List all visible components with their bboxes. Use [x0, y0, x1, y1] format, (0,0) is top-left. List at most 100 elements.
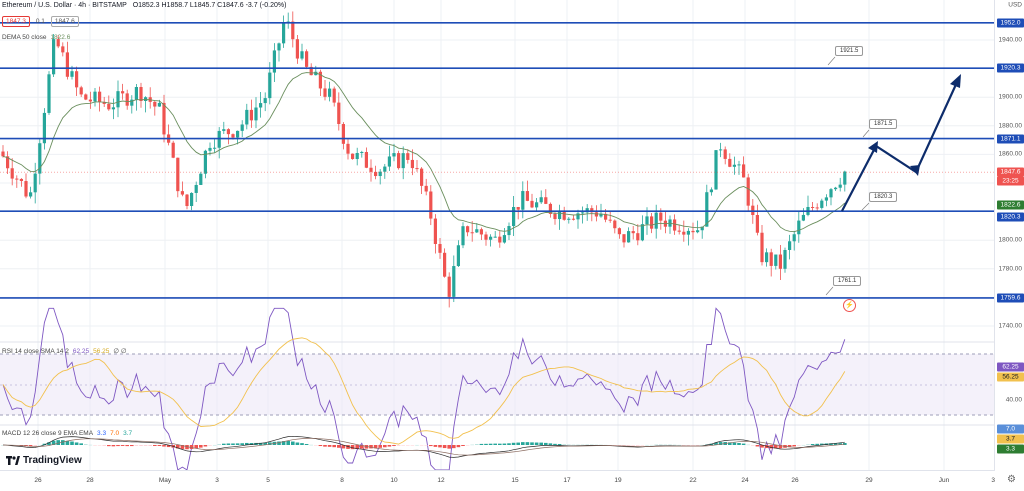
candle-body	[705, 192, 709, 227]
rsi-legend[interactable]: RSI 14 close SMA 14 2 62.25 56.25 ∅ ∅	[2, 347, 127, 355]
candle-body	[125, 93, 129, 106]
candle-body	[387, 156, 391, 167]
level-tag-1759[interactable]: 1759.6	[997, 293, 1024, 303]
price-tick[interactable]: 1900.00	[998, 93, 1023, 101]
candle-body	[61, 46, 65, 53]
time-tick: 5	[266, 477, 270, 484]
macd-histogram-bar	[599, 444, 603, 446]
candle-body	[157, 102, 161, 107]
candle-body	[1, 151, 5, 157]
candle-body	[640, 224, 644, 241]
candle-body	[52, 39, 56, 75]
macd-histogram-bar	[530, 442, 534, 445]
symbol-title[interactable]: Ethereum / U.S. Dollar · 4h · BITSTAMP	[2, 2, 127, 9]
macd-histogram-bar	[240, 443, 244, 445]
rsi-legend-extra: ∅ ∅	[113, 348, 127, 355]
macd-histogram-bar	[691, 445, 695, 446]
candle-body	[778, 254, 782, 269]
price-tick[interactable]: 1940.00	[998, 36, 1023, 44]
macd-histogram-bar	[203, 445, 208, 447]
price-tick[interactable]: 1740.00	[998, 322, 1023, 330]
macd-histogram-bar	[332, 445, 336, 448]
macd-histogram-bar	[562, 444, 566, 445]
alarm-icon[interactable]: ⚡	[843, 299, 856, 312]
callout-1921[interactable]: 1921.5	[835, 46, 864, 56]
rsi-tick-40[interactable]: 40.00	[1005, 396, 1022, 404]
macd-histogram-bar	[245, 442, 249, 445]
candle-body	[650, 216, 654, 229]
macd-legend-v1: 3.3	[97, 430, 107, 437]
bid-price-box[interactable]: 1847.3	[2, 16, 30, 27]
price-tick[interactable]: 1800.00	[998, 236, 1023, 244]
level-tag-1820[interactable]: 1820.3	[997, 212, 1024, 222]
dema-tag[interactable]: 1822.6	[997, 200, 1024, 210]
chart-area[interactable]: Ethereum / U.S. Dollar · 4h · BITSTAMP O…	[0, 0, 995, 470]
rsi-legend-value: 62.25	[72, 348, 90, 355]
dema-legend[interactable]: DEMA 50 close 1822.6	[2, 34, 70, 41]
macd-histogram-bar	[286, 440, 290, 445]
macd-tag-3[interactable]: 3.3	[997, 444, 1024, 454]
macd-histogram-bar	[369, 445, 373, 449]
rsi-sma-tag[interactable]: 56.25	[997, 372, 1024, 382]
macd-histogram-bar	[838, 443, 842, 445]
time-axis[interactable]: 26 28 May 3 5 8 10 12 15 17 19 22 24 26 29 Jun 3	[0, 470, 995, 491]
price-tick[interactable]: 1880.00	[998, 122, 1023, 130]
macd-histogram-bar	[521, 442, 525, 445]
candle-body	[378, 171, 382, 177]
last-price-tag[interactable]: 1847.6	[997, 167, 1024, 177]
macd-histogram-bar	[567, 444, 571, 446]
macd-histogram-bar	[130, 445, 134, 447]
macd-histogram-bar	[493, 443, 497, 445]
macd-histogram-bar	[636, 445, 640, 446]
level-tag-top[interactable]: 1952.0	[997, 18, 1024, 28]
macd-histogram-bar	[663, 444, 668, 446]
macd-tag-1[interactable]: 7.0	[997, 424, 1024, 434]
candle-body	[401, 153, 405, 169]
time-tick: 29	[865, 477, 873, 484]
price-tick[interactable]: 1860.00	[998, 150, 1023, 158]
rsi-line	[2, 307, 846, 470]
macd-tag-2[interactable]: 3.7	[997, 434, 1024, 444]
candle-body	[410, 159, 414, 169]
level-tag-1920[interactable]: 1920.3	[997, 63, 1024, 73]
macd-histogram-bar	[613, 445, 617, 446]
candle-body	[820, 200, 824, 208]
candle-body	[346, 143, 350, 154]
candle-body	[24, 181, 28, 197]
candle-body	[254, 107, 258, 121]
time-tick: 12	[437, 477, 445, 484]
macd-histogram-bar	[231, 443, 235, 445]
macd-histogram-bar	[139, 445, 143, 446]
macd-histogram-bar	[281, 441, 286, 445]
macd-histogram-bar	[484, 443, 488, 445]
callout-1871[interactable]: 1871.5	[869, 119, 898, 129]
candle-body	[88, 99, 92, 102]
macd-histogram-bar	[755, 445, 760, 447]
ask-price-box[interactable]: 1847.6	[50, 16, 79, 27]
callout-1820[interactable]: 1820.3	[869, 192, 898, 202]
candle-countdown-tag[interactable]: 23:25	[997, 176, 1024, 186]
gear-icon[interactable]: ⚙	[1007, 474, 1016, 485]
candle-body	[282, 22, 286, 44]
macd-histogram-bar	[189, 445, 194, 449]
macd-legend[interactable]: MACD 12 26 close 9 EMA EMA 3.3 7.0 3.7	[2, 430, 132, 437]
candle-body	[443, 252, 447, 277]
macd-histogram-bar	[465, 445, 470, 446]
rsi-sma-line	[2, 337, 846, 445]
candle-body	[84, 94, 88, 100]
currency-label[interactable]: USD	[1008, 1, 1022, 9]
rsi-value-tag[interactable]: 62.25	[997, 362, 1024, 372]
candle-body	[314, 71, 318, 76]
candle-body	[383, 166, 387, 172]
macd-histogram-bar	[410, 445, 415, 446]
callout-1761[interactable]: 1761.1	[833, 276, 862, 286]
level-tag-1871[interactable]: 1871.1	[997, 134, 1024, 144]
candle-body	[116, 91, 120, 108]
macd-histogram-bar	[534, 442, 539, 445]
candle-body	[300, 51, 304, 59]
price-chart[interactable]	[0, 0, 995, 470]
macd-histogram-bar	[153, 445, 157, 447]
price-axis[interactable]: USD 1940.00 1900.00 1880.00 1860.00 1800.00 1…	[994, 0, 1024, 470]
price-tick[interactable]: 1780.00	[998, 265, 1023, 273]
candle-body	[56, 39, 60, 47]
